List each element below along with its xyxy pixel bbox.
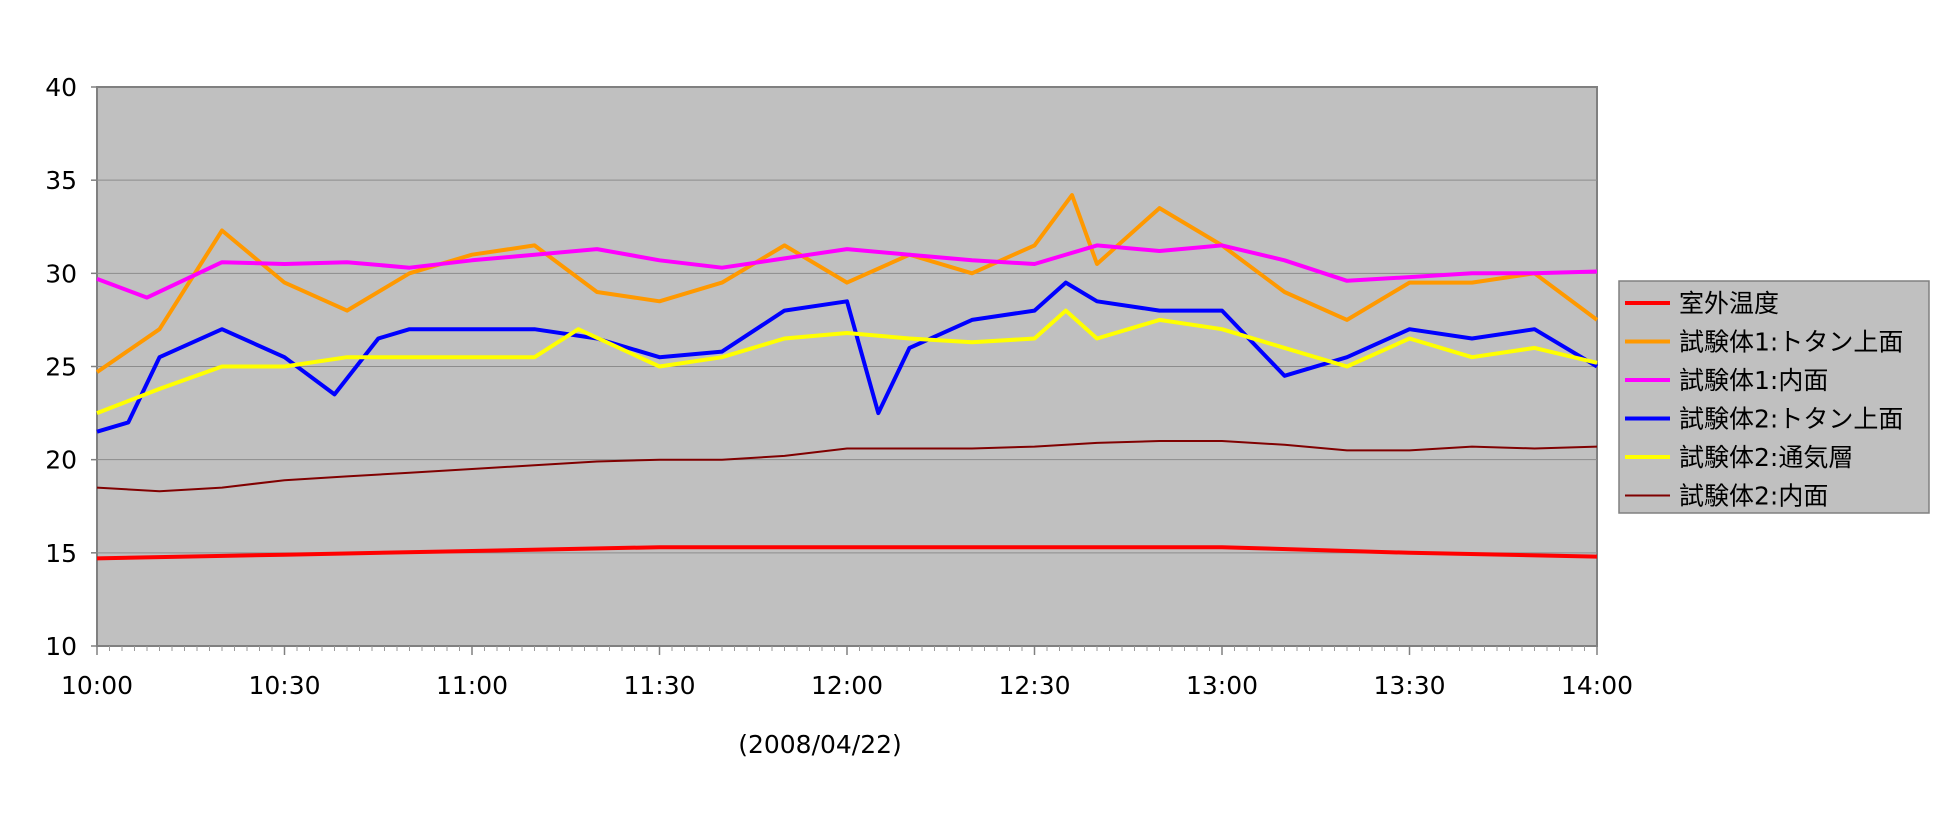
series-line-4 [96, 280, 1599, 434]
series-line-5 [96, 308, 1598, 415]
legend-label: 試験体2:トタン上面 [1679, 405, 1903, 434]
legend-label: 試験体1:トタン上面 [1679, 328, 1903, 357]
x-tick-label: 11:30 [623, 671, 695, 700]
legend-label: 試験体1:内面 [1679, 366, 1828, 395]
x-tick-label: 12:00 [811, 671, 883, 700]
legend-label: 試験体2:通気層 [1679, 443, 1853, 472]
y-tick-label: 30 [45, 259, 77, 288]
legend-label: 試験体2:内面 [1679, 482, 1828, 511]
x-tick-label: 13:00 [1186, 671, 1258, 700]
x-tick-label: 13:30 [1373, 671, 1445, 700]
series-line-3 [96, 243, 1598, 300]
y-tick-label: 35 [45, 166, 77, 195]
x-tick-label: 10:00 [61, 671, 133, 700]
series-line-6 [96, 440, 1598, 493]
x-axis-caption: (2008/04/22) [738, 730, 902, 759]
y-tick-label: 10 [45, 632, 77, 661]
x-tick-label: 14:00 [1561, 671, 1633, 700]
legend-label: 室外温度 [1679, 289, 1779, 318]
y-tick-label: 40 [45, 73, 77, 102]
x-tick-label: 11:00 [436, 671, 508, 700]
x-tick-label: 10:30 [248, 671, 320, 700]
legend-box [1618, 280, 1930, 514]
y-tick-label: 15 [45, 539, 77, 568]
y-tick-label: 25 [45, 353, 77, 382]
y-tick-label: 20 [45, 446, 77, 475]
series-line-2 [95, 193, 1599, 374]
series-line-1 [96, 545, 1598, 561]
x-tick-label: 12:30 [998, 671, 1070, 700]
